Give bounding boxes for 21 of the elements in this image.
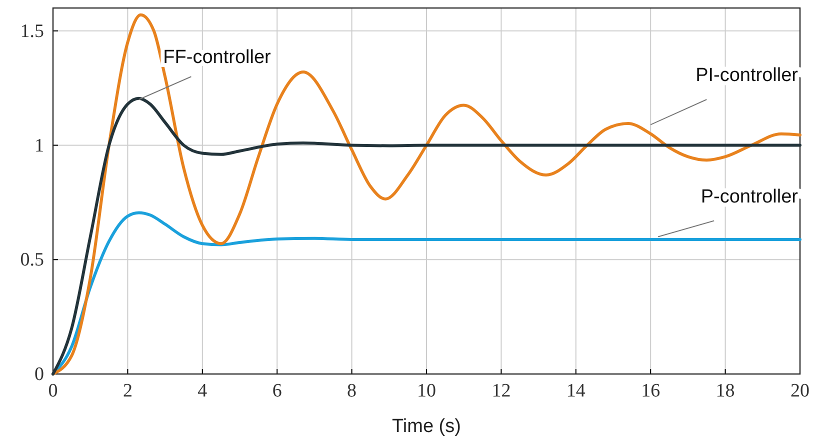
y-tick-label: 0	[34, 364, 44, 386]
x-axis-title: Time (s)	[392, 416, 461, 437]
text: PI-controller	[696, 65, 799, 86]
x-tick-label: 20	[790, 380, 810, 402]
y-tick-label: 0.5	[20, 250, 44, 271]
line-series	[52, 96, 802, 376]
x-tick-label: 0	[48, 380, 58, 402]
series-label: P-controller	[700, 186, 799, 208]
x-tick-label: 14	[566, 380, 586, 402]
line-series	[52, 13, 802, 376]
x-tick-label: 18	[716, 380, 735, 402]
x-tick-label: 16	[641, 380, 660, 402]
x-tick-label: 10	[417, 380, 436, 402]
series-label: FF-controller	[163, 46, 272, 68]
x-tick-label: 4	[198, 380, 208, 402]
x-tick-label: 6	[272, 380, 282, 402]
y-tick-label: 1	[34, 135, 44, 156]
x-tick-label: 2	[122, 380, 132, 402]
y-tick-label: 1.5	[20, 20, 44, 42]
x-tick-label: 8	[347, 380, 357, 402]
x-tick-label: 12	[492, 380, 511, 402]
